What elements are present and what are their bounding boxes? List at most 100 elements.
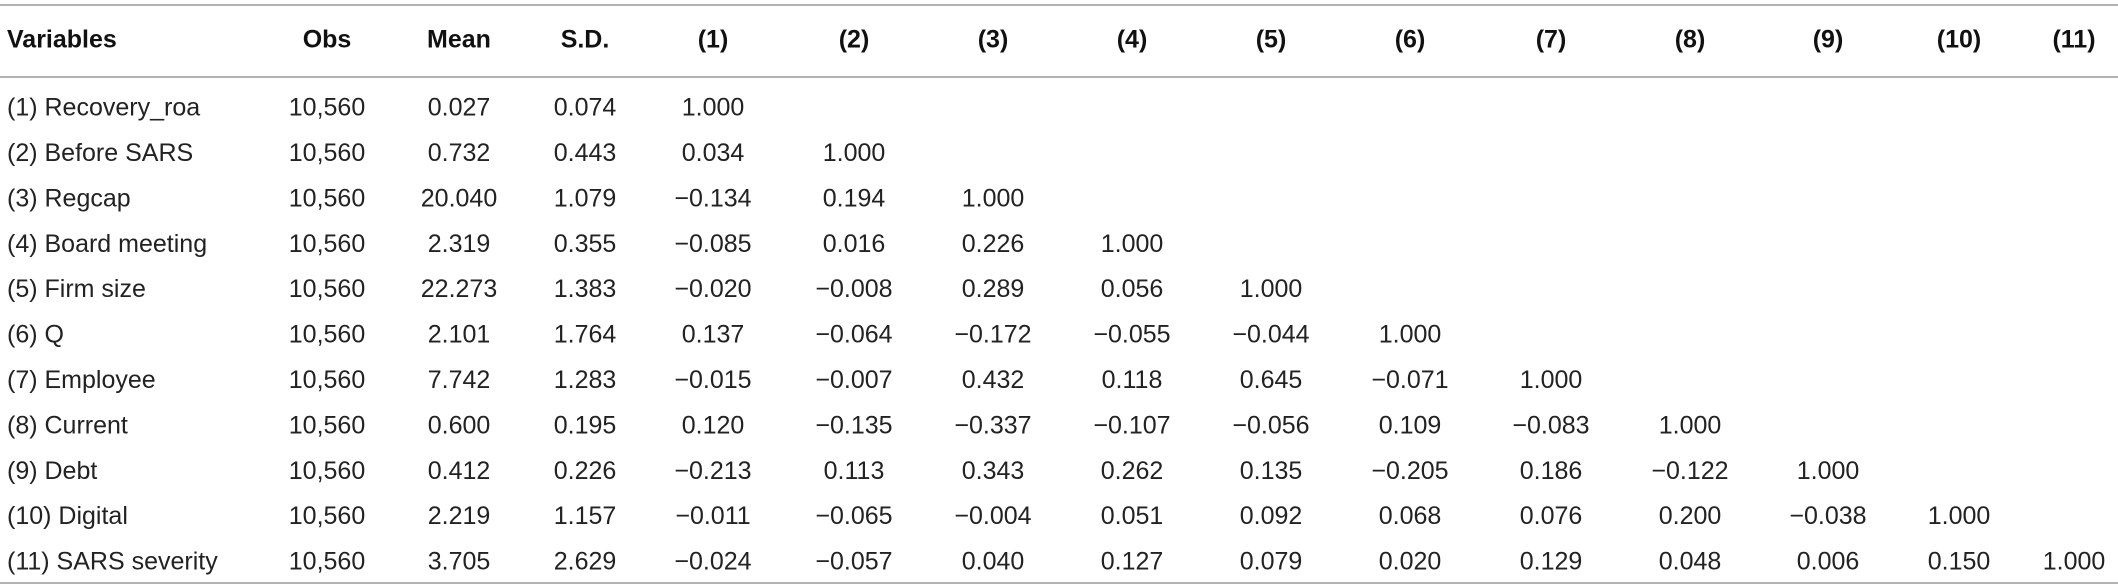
cell: 0.120 — [682, 411, 745, 439]
cell: 1.157 — [554, 502, 617, 530]
cell: 7.742 — [428, 366, 491, 394]
column-header: (5) — [1256, 26, 1287, 54]
column-header: (9) — [1813, 26, 1844, 54]
column-header: (10) — [1937, 26, 1981, 54]
cell: −0.064 — [815, 321, 892, 349]
cell: −0.213 — [674, 457, 751, 485]
cell: 0.645 — [1240, 366, 1303, 394]
cell: −0.085 — [674, 230, 751, 258]
cell: 1.000 — [2043, 548, 2106, 576]
cell: −0.038 — [1789, 502, 1866, 530]
cell: 10,560 — [289, 139, 365, 167]
cell: 0.195 — [554, 411, 617, 439]
cell: 0.226 — [554, 457, 617, 485]
cell: 0.432 — [962, 366, 1025, 394]
row-label: (4) Board meeting — [7, 230, 207, 258]
column-header: (4) — [1117, 26, 1148, 54]
cell: 10,560 — [289, 94, 365, 122]
cell: −0.122 — [1651, 457, 1728, 485]
cell: 0.289 — [962, 275, 1025, 303]
row-label: (9) Debt — [7, 457, 97, 485]
cell: 0.355 — [554, 230, 617, 258]
cell: −0.107 — [1093, 411, 1170, 439]
column-header: (7) — [1536, 26, 1567, 54]
cell: −0.055 — [1093, 321, 1170, 349]
cell: 20.040 — [421, 184, 497, 212]
cell: 0.020 — [1379, 548, 1442, 576]
cell: 0.135 — [1240, 457, 1303, 485]
cell: 0.412 — [428, 457, 491, 485]
cell: 0.056 — [1101, 275, 1164, 303]
column-header: Variables — [7, 26, 117, 54]
cell: 1.000 — [1379, 321, 1442, 349]
cell: 0.048 — [1659, 548, 1722, 576]
cell: 1.764 — [554, 321, 617, 349]
cell: 1.000 — [1101, 230, 1164, 258]
cell: −0.071 — [1371, 366, 1448, 394]
cell: 1.000 — [682, 94, 745, 122]
cell: 0.137 — [682, 321, 745, 349]
cell: 0.150 — [1928, 548, 1991, 576]
cell: −0.083 — [1512, 411, 1589, 439]
cell: 0.051 — [1101, 502, 1164, 530]
cell: 0.027 — [428, 94, 491, 122]
cell: −0.007 — [815, 366, 892, 394]
cell: 1.000 — [1520, 366, 1583, 394]
cell: 1.000 — [1928, 502, 1991, 530]
cell: 0.600 — [428, 411, 491, 439]
cell: 0.034 — [682, 139, 745, 167]
cell: 0.079 — [1240, 548, 1303, 576]
cell: 10,560 — [289, 366, 365, 394]
cell: −0.135 — [815, 411, 892, 439]
row-label: (8) Current — [7, 411, 128, 439]
cell: 0.016 — [823, 230, 886, 258]
cell: 2.629 — [554, 548, 617, 576]
cell: 0.076 — [1520, 502, 1583, 530]
row-label: (10) Digital — [7, 502, 128, 530]
cell: −0.024 — [674, 548, 751, 576]
cell: 0.262 — [1101, 457, 1164, 485]
cell: 10,560 — [289, 411, 365, 439]
column-header: (6) — [1395, 26, 1426, 54]
cell: 0.129 — [1520, 548, 1583, 576]
cell: 10,560 — [289, 457, 365, 485]
row-label: (7) Employee — [7, 366, 156, 394]
column-header: (3) — [978, 26, 1009, 54]
cell: −0.020 — [674, 275, 751, 303]
cell: −0.205 — [1371, 457, 1448, 485]
cell: 10,560 — [289, 548, 365, 576]
cell: 0.109 — [1379, 411, 1442, 439]
cell: 0.226 — [962, 230, 1025, 258]
cell: 2.101 — [428, 321, 491, 349]
column-header: (11) — [2052, 26, 2095, 54]
cell: 0.200 — [1659, 502, 1722, 530]
cell: 0.343 — [962, 457, 1025, 485]
cell: 0.092 — [1240, 502, 1303, 530]
cell: −0.011 — [675, 502, 750, 530]
cell: 0.732 — [428, 139, 491, 167]
cell: 0.074 — [554, 94, 617, 122]
cell: 1.000 — [1797, 457, 1860, 485]
cell: 22.273 — [421, 275, 497, 303]
cell: 0.113 — [824, 457, 885, 485]
column-header: (8) — [1675, 26, 1706, 54]
cell: 0.040 — [962, 548, 1025, 576]
cell: 1.283 — [554, 366, 617, 394]
cell: −0.056 — [1232, 411, 1309, 439]
cell: 1.383 — [554, 275, 617, 303]
row-label: (1) Recovery_roa — [7, 94, 200, 122]
row-label: (6) Q — [7, 321, 64, 349]
cell: 2.219 — [428, 502, 491, 530]
cell: −0.044 — [1232, 321, 1309, 349]
column-header: (1) — [698, 26, 729, 54]
cell: 0.194 — [823, 184, 886, 212]
row-label: (11) SARS severity — [7, 548, 218, 576]
row-label: (2) Before SARS — [7, 139, 193, 167]
column-header: S.D. — [561, 26, 610, 54]
cell: −0.337 — [954, 411, 1031, 439]
cell: 10,560 — [289, 184, 365, 212]
cell: 1.000 — [1659, 411, 1722, 439]
cell: 1.000 — [962, 184, 1025, 212]
cell: 1.079 — [554, 184, 617, 212]
